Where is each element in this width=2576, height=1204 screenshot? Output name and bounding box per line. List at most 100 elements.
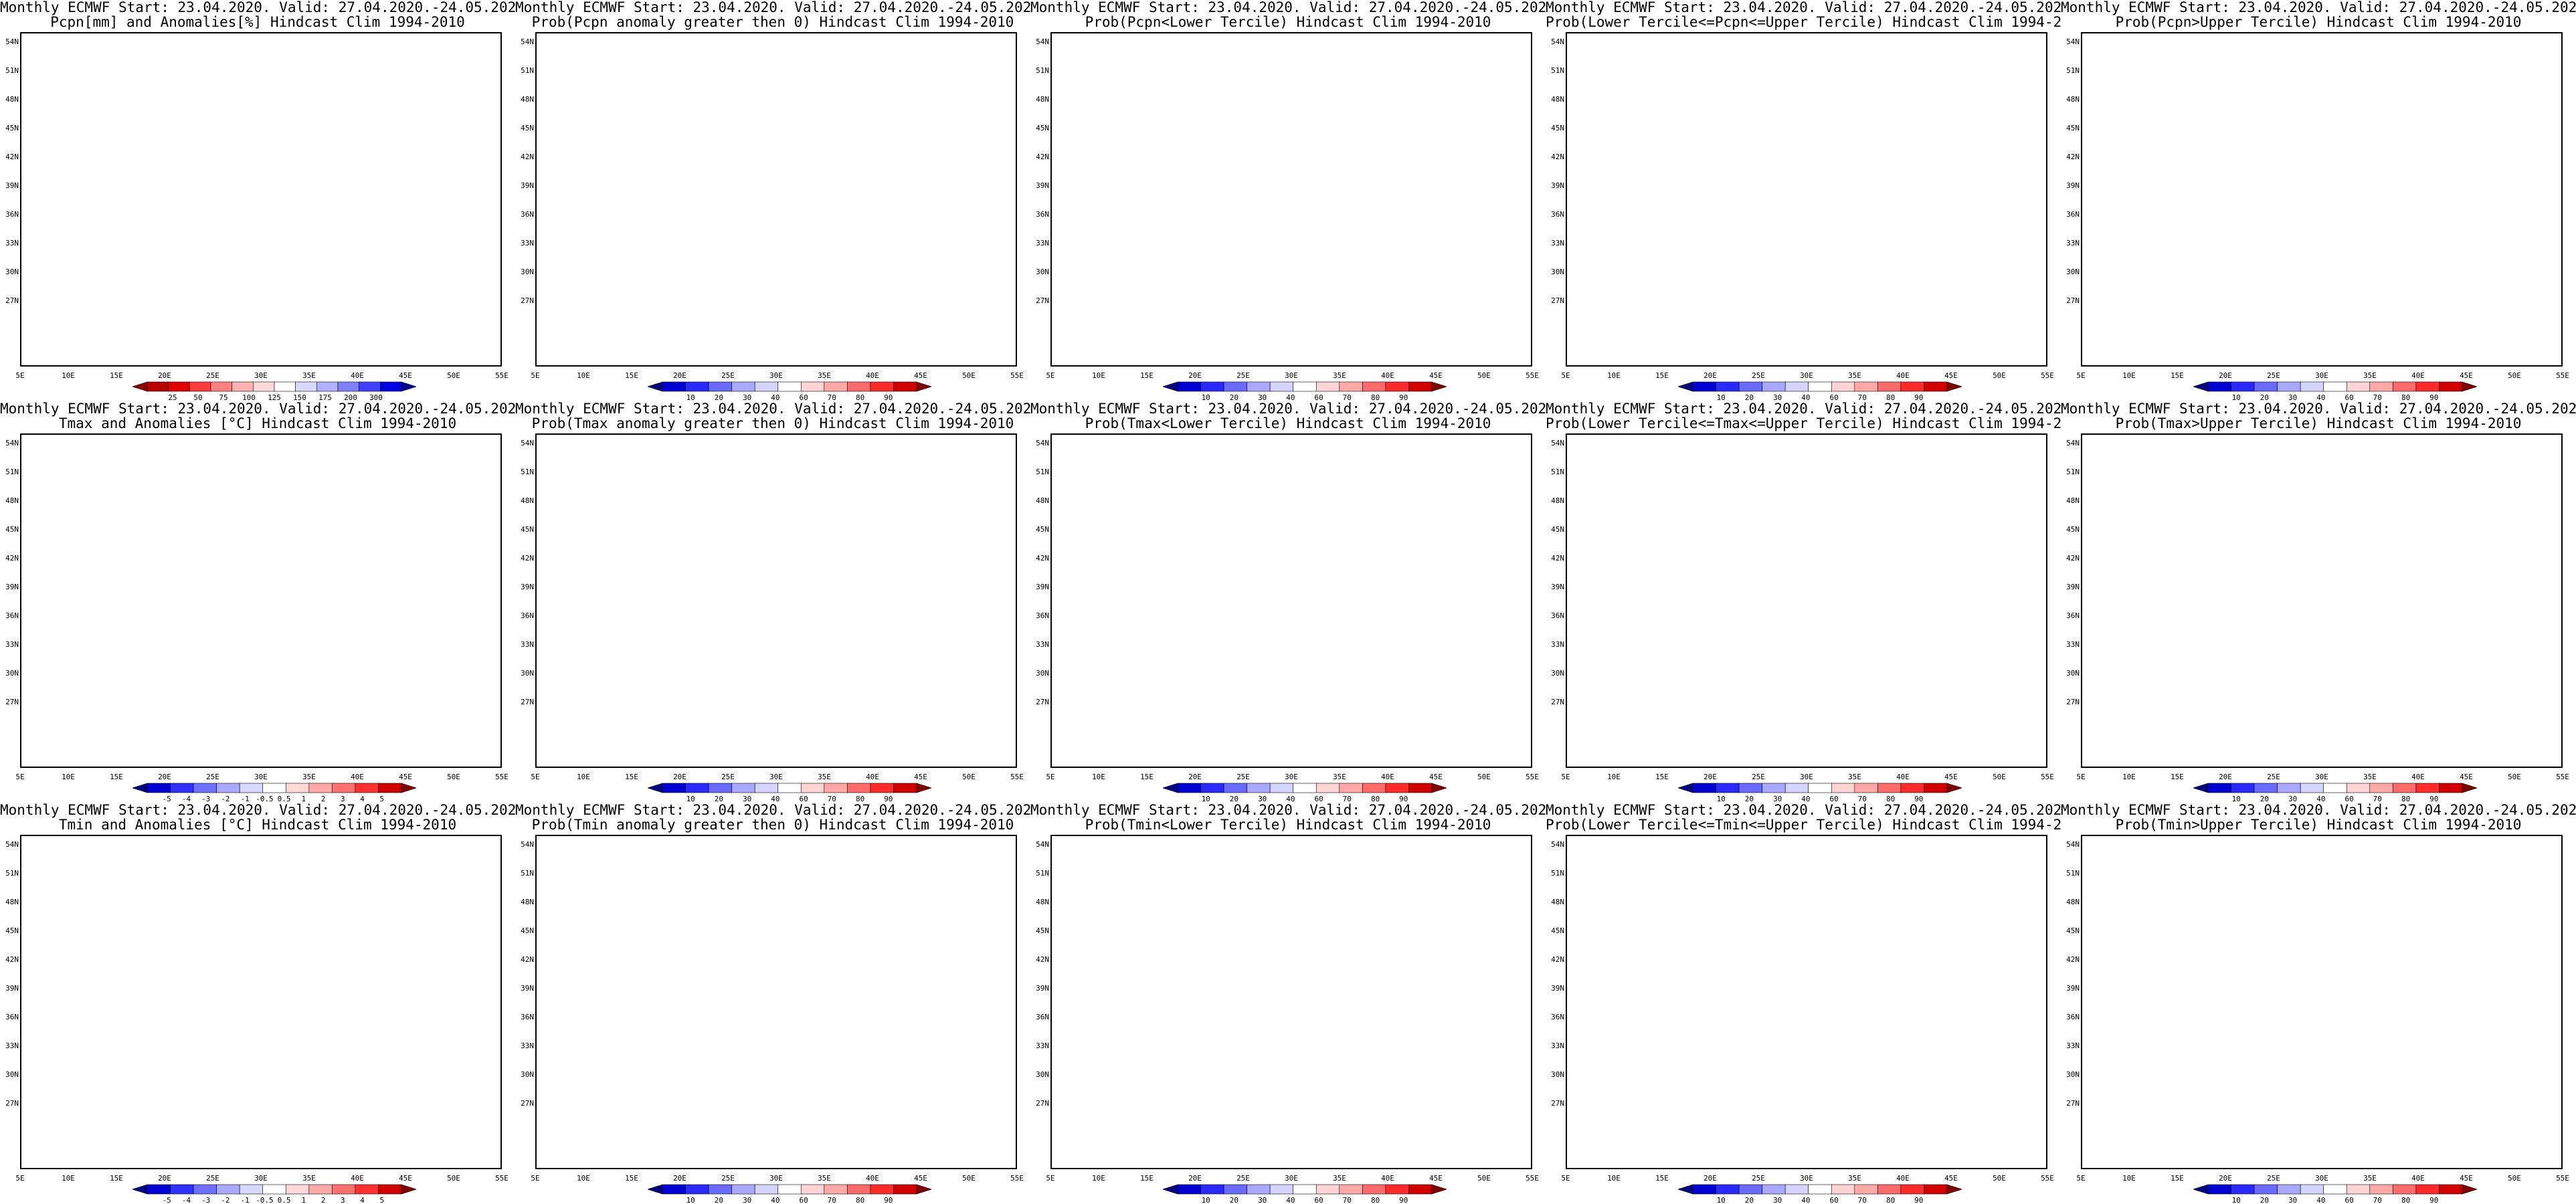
colorbar-tick-label: 10 [1201,795,1210,803]
longitude-tick-label: 55E [2041,371,2054,380]
longitude-tick-label: 20E [2219,1174,2232,1183]
colorbar-tick-label: -1 [240,1196,250,1204]
longitude-tick-label: 10E [62,1174,75,1183]
colorbar-tick-label: 60 [1314,1196,1323,1204]
latitude-tick-label: 30N [5,1070,19,1079]
colorbar-segment [262,1184,286,1195]
panel-title-line1: Monthly ECMWF Start: 23.04.2020. Valid: … [0,0,515,15]
colorbar-segment [401,1184,416,1195]
panel-title-line1: Monthly ECMWF Start: 23.04.2020. Valid: … [0,401,515,417]
longitude-tick-label: 20E [673,773,686,781]
colorbar-segment [216,783,240,793]
longitude-tick-label: 10E [62,371,75,380]
latitude-tick-label: 33N [1551,239,1564,247]
latitude-tick-label: 54N [5,439,19,447]
colorbar [1163,783,1447,793]
longitude-tick-label: 35E [1848,773,1861,781]
colorbar-segment [754,1184,779,1195]
latitude-tick-label: 27N [5,698,19,706]
latitude-tick-label: 33N [2066,640,2080,649]
colorbar-segment [2369,1184,2393,1195]
map-panel: Monthly ECMWF Start: 23.04.2020. Valid: … [1030,401,1546,803]
latitude-tick-label: 45N [2066,525,2080,534]
colorbar-segment [2300,1184,2324,1195]
latitude-tick-label: 45N [1036,926,1049,935]
colorbar-tick-label: 40 [1801,795,1811,803]
longitude-tick-label: 50E [1993,773,2006,781]
longitude-tick-label: 35E [1848,371,1861,380]
longitude-tick-label: 35E [302,773,316,781]
colorbar-tick-label: 20 [1744,795,1754,803]
map-panel: Monthly ECMWF Start: 23.04.2020. Valid: … [515,0,1030,401]
colorbar-segment [1924,381,1948,392]
latitude-tick-label: 54N [1551,840,1564,849]
colorbar-segment [2207,783,2231,793]
latitude-tick-label: 39N [1036,181,1049,190]
colorbar-tick-label: 10 [2231,795,2241,803]
longitude-tick-label: 55E [2041,1174,2054,1183]
panel-title-line2: Prob(Tmin<Lower Tercile) Hindcast Clim 1… [1085,817,1491,833]
latitude-tick-label: 48N [521,95,534,104]
colorbar-segment [355,1184,379,1195]
colorbar-segment [893,783,917,793]
longitude-tick-label: 50E [1477,773,1491,781]
colorbar-segment [168,381,190,392]
latitude-tick-label: 27N [1551,698,1564,706]
colorbar-segment [1163,1184,1178,1195]
latitude-tick-label: 51N [5,869,19,878]
panel-title-line1: Monthly ECMWF Start: 23.04.2020. Valid: … [515,0,1030,15]
colorbar-segment [1339,1184,1363,1195]
longitude-tick-label: 35E [2363,773,2377,781]
longitude-tick-label: 15E [2171,773,2184,781]
colorbar-segment [1692,783,1716,793]
colorbar-segment [777,381,802,392]
colorbar-tick-label: 70 [1857,1196,1867,1204]
latitude-tick-label: 36N [1036,1013,1049,1021]
latitude-tick-label: 33N [5,1041,19,1050]
colorbar-segment [1716,381,1740,392]
colorbar-tick-label: 1 [301,795,306,803]
colorbar-segment [262,783,286,793]
longitude-tick-label: 5E [531,371,540,380]
longitude-tick-label: 15E [2171,1174,2184,1183]
colorbar-tick-label: 30 [743,1196,752,1204]
panel-title-line1: Monthly ECMWF Start: 23.04.2020. Valid: … [0,803,515,818]
colorbar-segment [378,1184,402,1195]
colorbar [2193,381,2477,392]
colorbar-tick-label: 20 [714,795,724,803]
panel-title-line2: Prob(Tmin anomaly greater then 0) Hindca… [531,817,1014,833]
latitude-tick-label: 33N [521,640,534,649]
latitude-tick-label: 42N [521,955,534,964]
latitude-tick-label: 42N [1551,554,1564,563]
colorbar-segment [1200,1184,1224,1195]
colorbar-segment [2277,1184,2301,1195]
colorbar-tick-label: -3 [201,1196,211,1204]
colorbar-tick-label: -0.5 [256,1196,274,1204]
longitude-tick-label: 45E [399,371,412,380]
colorbar [1678,1184,1962,1195]
latitude-tick-label: 27N [2066,296,2080,305]
colorbar-segment [1762,783,1786,793]
map-panel: Monthly ECMWF Start: 23.04.2020. Valid: … [2061,803,2576,1204]
longitude-tick-label: 15E [110,1174,123,1183]
colorbar-tick-label: 0.5 [277,795,291,803]
colorbar-segment [1163,381,1178,392]
colorbar-segment [253,381,275,392]
longitude-tick-label: 40E [351,773,364,781]
latitude-tick-label: 42N [1036,955,1049,964]
map-panel: Monthly ECMWF Start: 23.04.2020. Valid: … [2061,0,2576,401]
colorbar-segment [916,381,931,392]
colorbar-tick-label: 60 [2344,1196,2354,1204]
colorbar-tick-label: 175 [318,393,332,401]
latitude-tick-label: 36N [2066,210,2080,219]
colorbar-segment [1946,1184,1962,1195]
latitude-tick-label: 54N [521,840,534,849]
latitude-tick-label: 45N [1551,124,1564,132]
longitude-tick-label: 5E [1561,1174,1570,1183]
colorbar-tick-label: 80 [1885,1196,1896,1204]
latitude-tick-label: 36N [521,210,534,219]
longitude-tick-label: 50E [2508,371,2521,380]
longitude-tick-label: 5E [1046,773,1055,781]
latitude-tick-label: 48N [5,496,19,505]
longitude-tick-label: 30E [2315,1174,2328,1183]
